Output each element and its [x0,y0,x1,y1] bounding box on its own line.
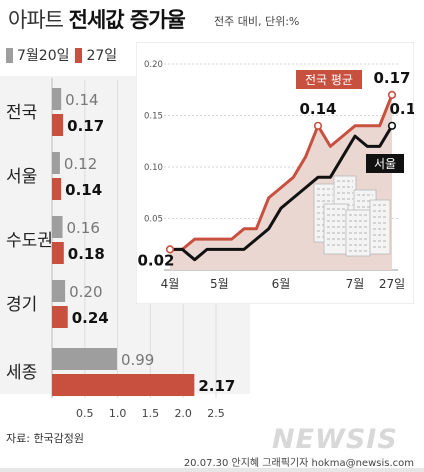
line-y-tick-label: 0.10 [144,163,163,173]
bar-jul27 [52,114,64,136]
bar-value-label: 0.99 [121,351,154,369]
line-point-marker [387,121,397,130]
bar-value-label: 0.20 [69,283,102,301]
bar-category-label: 전국 [6,103,37,123]
line-x-tick-label: 27일 [379,277,405,291]
line-point-label: 0.17 [373,69,410,87]
seoul-line [170,125,394,262]
chart-subtitle: 전주 대비, 단위:% [214,15,300,28]
legend-label-27: 27일 [86,48,118,64]
bar-x-tick-label: 1.5 [142,407,160,420]
chart-title-part2: 전세값 증가율 [68,8,186,32]
chart-title-part1: 아파트 [8,8,69,32]
chart-title: 아파트 전세값 증가율 [8,4,186,34]
line-point-marker [387,90,397,100]
legend: 7월20일 27일 [6,46,123,64]
line-x-tick-label: 4월 [161,277,180,291]
bar-value-label: 2.17 [198,377,235,395]
legend-label-jul20: 7월20일 [17,48,70,64]
line-point-marker [313,121,323,130]
bar-value-label: 0.14 [65,181,102,199]
title-area: 아파트 전세값 증가율 전주 대비, 단위:% [0,0,424,36]
line-x-tick-label: 6월 [272,277,291,291]
line-point-label: 0.14 [389,100,414,118]
national-average-tag: 전국 평균 [296,70,362,89]
building-shape [369,199,391,255]
bar-category-label: 경기 [6,295,37,315]
bar-jul20 [52,152,60,174]
seoul-tag-bg [366,154,404,173]
building-shape [323,203,349,255]
line-x-tick-label: 7월 [346,277,365,291]
legend-swatch-jul20 [6,47,13,63]
bar-jul20 [52,216,63,238]
bar-value-label: 0.14 [65,91,98,109]
line-point-marker [165,245,175,254]
bottom-rule [0,468,424,472]
line-y-tick-label: 0.05 [144,215,163,225]
source-note: 자료: 한국감정원 [6,432,85,445]
bar-value-label: 0.12 [64,155,97,173]
line-point-label: 0.14 [299,100,336,118]
bar-category-label: 서울 [6,167,37,187]
bar-x-tick-label: 2.0 [174,407,192,420]
bar-value-label: 0.17 [67,117,104,135]
line-y-tick-label: 0.20 [144,60,163,70]
newsis-logo: NEWSIS [272,424,398,455]
bar-x-tick-label: 2.5 [207,407,225,420]
line-x-tick-label: 5월 [210,277,229,291]
national-average-tag-label: 전국 평균 [305,73,353,87]
bar-jul27 [52,306,68,328]
bar-value-label: 0.24 [72,309,109,327]
bar-category-label: 세종 [6,363,37,383]
national-average-line [170,94,394,251]
legend-item-27: 27일 [75,45,117,65]
national-average-tag-bg [296,70,362,89]
bar-jul27 [52,242,64,264]
seoul-tag: 서울 [366,154,404,173]
bar-jul27 [52,374,195,396]
bar-x-tick-label: 0.5 [76,407,94,420]
bar-jul20 [52,280,66,302]
bar-value-label: 0.16 [66,219,99,237]
legend-swatch-27 [75,47,83,63]
bar-jul20 [52,88,62,110]
legend-item-jul20: 7월20일 [6,45,69,65]
bar-jul20 [52,348,117,370]
line-point-label: 0.02 [137,251,174,269]
seoul-tag-label: 서울 [374,157,396,171]
credit-line: 20.07.30 안지혜 그래픽기자 hokma@newsis.com [183,458,414,469]
line-y-tick-label: 0.15 [144,112,163,122]
bar-jul27 [52,178,62,200]
bar-category-label: 수도권 [6,231,53,251]
bar-x-tick-label: 1.0 [109,407,127,420]
bar-value-label: 0.18 [68,245,105,263]
apartment-buildings-illustration [313,175,391,257]
